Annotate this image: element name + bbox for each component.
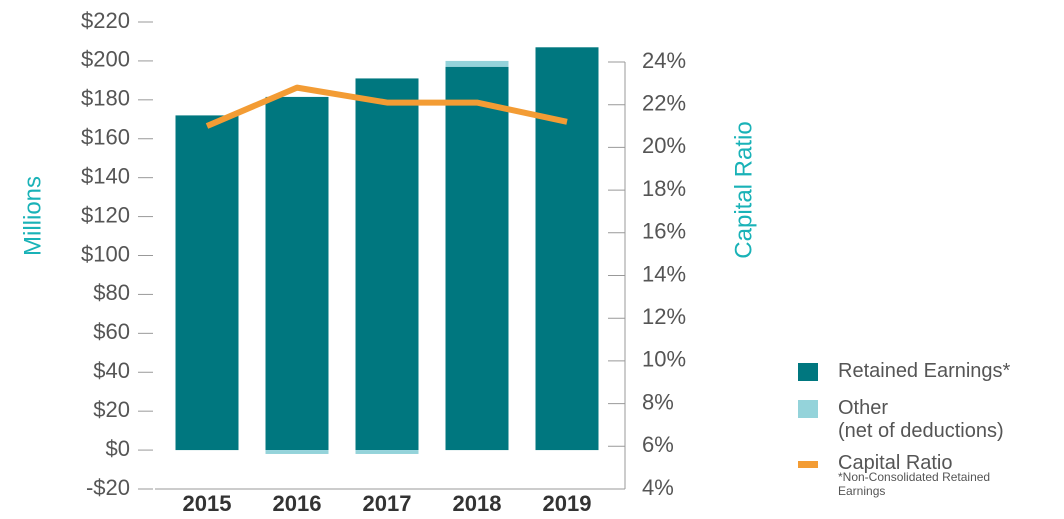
y2-tick-label: 8% xyxy=(642,389,674,414)
y-tick-label: $40 xyxy=(93,358,130,383)
y-tick-label: $120 xyxy=(81,202,130,227)
x-tick-label: 2017 xyxy=(363,491,412,516)
y2-tick-label: 24% xyxy=(642,48,686,73)
y-tick-label: -$20 xyxy=(86,475,130,500)
y2-tick-label: 14% xyxy=(642,261,686,286)
y-tick-label: $220 xyxy=(81,8,130,33)
legend-label: Capital Ratio xyxy=(838,452,953,474)
bar-segment xyxy=(445,60,509,67)
x-tick-label: 2016 xyxy=(273,491,322,516)
y2-tick-label: 16% xyxy=(642,219,686,244)
bar-segment xyxy=(355,78,419,451)
x-tick-label: 2018 xyxy=(453,491,502,516)
y-tick-label: $80 xyxy=(93,280,130,305)
y-tick-label: $160 xyxy=(81,125,130,150)
y2-axis-title: Capital Ratio xyxy=(730,121,757,258)
y2-tick-label: 22% xyxy=(642,91,686,116)
bar-segment xyxy=(265,450,329,454)
y2-tick-label: 18% xyxy=(642,176,686,201)
y2-tick-label: 20% xyxy=(642,133,686,158)
y2-tick-label: 10% xyxy=(642,347,686,372)
y2-tick-label: 6% xyxy=(642,432,674,457)
bar-segment xyxy=(445,66,509,451)
x-tick-label: 2019 xyxy=(543,491,592,516)
y2-tick-label: 12% xyxy=(642,304,686,329)
legend-swatch xyxy=(798,363,818,381)
legend-swatch xyxy=(798,461,818,468)
bar-segment xyxy=(535,47,599,451)
y-tick-label: $60 xyxy=(93,319,130,344)
y-tick-label: $0 xyxy=(106,436,130,461)
y-tick-label: $180 xyxy=(81,86,130,111)
bar-segment xyxy=(265,96,329,451)
bar-segment xyxy=(355,450,419,454)
bar-segment xyxy=(175,115,239,451)
y-tick-label: $20 xyxy=(93,397,130,422)
x-tick-label: 2015 xyxy=(183,491,232,516)
legend-label: Retained Earnings* xyxy=(838,360,1011,382)
legend-swatch xyxy=(798,400,818,418)
y2-tick-label: 4% xyxy=(642,475,674,500)
legend-item: Retained Earnings* xyxy=(798,360,1010,383)
y-tick-label: $200 xyxy=(81,47,130,72)
legend-item: Other (net of deductions) xyxy=(798,397,1004,443)
y-tick-label: $100 xyxy=(81,241,130,266)
footnote: *Non-Consolidated Retained Earnings xyxy=(838,470,991,498)
legend-item: Capital Ratio xyxy=(798,452,953,475)
capital-ratio-line xyxy=(205,84,568,129)
legend-label: Other (net of deductions) xyxy=(838,397,1004,442)
y-axis-title: Millions xyxy=(19,176,46,256)
y-tick-label: $140 xyxy=(81,163,130,188)
